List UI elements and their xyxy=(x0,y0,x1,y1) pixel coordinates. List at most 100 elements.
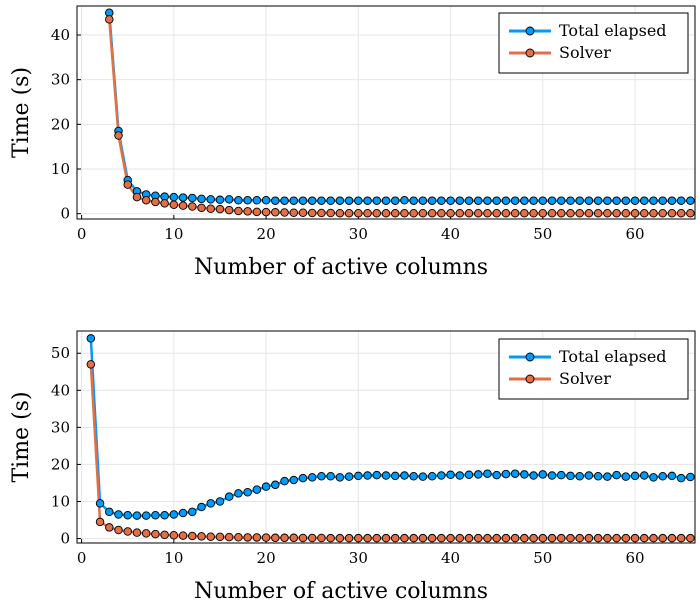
data-point-solver xyxy=(252,207,262,217)
data-point-solver xyxy=(390,208,400,218)
data-point-total-elapsed xyxy=(86,334,96,343)
data-point-solver xyxy=(132,528,142,537)
data-point-solver xyxy=(630,208,640,218)
data-point-solver xyxy=(234,206,243,216)
x-tick-label: 20 xyxy=(257,549,276,567)
data-point-solver xyxy=(409,208,418,218)
data-point-total-elapsed xyxy=(197,194,206,204)
data-point-total-elapsed xyxy=(640,471,649,480)
data-point-total-elapsed xyxy=(446,470,455,480)
x-tick-label: 50 xyxy=(533,225,552,243)
data-point-total-elapsed xyxy=(326,472,335,481)
data-point-solver xyxy=(354,208,363,218)
data-point-total-elapsed xyxy=(483,469,492,478)
plot-frame xyxy=(76,5,696,220)
data-point-solver xyxy=(105,15,114,24)
data-point-solver xyxy=(437,208,446,218)
x-tick-label: 0 xyxy=(77,549,87,567)
data-point-solver xyxy=(575,533,584,543)
data-point-solver xyxy=(547,208,557,218)
legend-box xyxy=(498,12,689,74)
legend-swatch-marker xyxy=(525,48,535,58)
data-point-total-elapsed xyxy=(243,487,252,497)
legend-swatch-marker xyxy=(525,374,535,384)
legend-swatch-marker xyxy=(525,26,535,36)
data-point-solver xyxy=(492,533,501,543)
data-point-solver xyxy=(529,533,538,543)
y-tick-label: 10 xyxy=(51,160,70,178)
data-point-solver xyxy=(178,531,188,540)
data-point-total-elapsed xyxy=(409,196,418,205)
data-point-total-elapsed xyxy=(437,196,446,205)
data-point-solver xyxy=(271,208,280,217)
data-point-total-elapsed xyxy=(603,196,612,205)
data-point-solver xyxy=(483,533,492,543)
y-tick-label: 40 xyxy=(51,381,70,399)
data-point-total-elapsed xyxy=(123,510,132,520)
y-tick-label: 0 xyxy=(60,530,70,548)
data-point-solver xyxy=(640,533,649,543)
data-point-solver xyxy=(501,208,511,218)
data-point-total-elapsed xyxy=(566,471,575,481)
series-area xyxy=(86,334,695,543)
data-point-solver xyxy=(658,208,667,218)
data-point-solver xyxy=(188,531,197,541)
data-point-total-elapsed xyxy=(307,196,317,205)
series-line-solver xyxy=(108,19,691,215)
data-point-total-elapsed xyxy=(538,470,548,479)
data-point-solver xyxy=(197,203,206,213)
data-point-total-elapsed xyxy=(667,471,677,481)
data-point-total-elapsed xyxy=(667,196,677,205)
data-point-total-elapsed xyxy=(335,473,345,482)
x-tick-label: 60 xyxy=(625,549,644,567)
data-point-solver xyxy=(105,523,114,532)
data-point-solver xyxy=(280,533,289,543)
data-point-total-elapsed xyxy=(261,482,271,491)
data-point-total-elapsed xyxy=(178,193,188,202)
data-point-solver xyxy=(621,533,631,543)
data-point-total-elapsed xyxy=(501,469,511,479)
data-point-solver xyxy=(418,533,428,543)
data-point-total-elapsed xyxy=(307,473,317,482)
data-point-total-elapsed xyxy=(298,473,308,483)
data-point-solver xyxy=(206,532,215,541)
data-point-solver xyxy=(381,533,391,543)
data-point-solver xyxy=(326,533,335,543)
data-point-solver xyxy=(566,208,575,218)
data-point-total-elapsed xyxy=(271,196,280,205)
data-point-total-elapsed xyxy=(520,196,529,205)
series-area xyxy=(105,8,695,218)
data-point-total-elapsed xyxy=(344,472,354,481)
data-point-total-elapsed xyxy=(686,196,695,205)
data-point-total-elapsed xyxy=(612,196,621,205)
data-point-total-elapsed xyxy=(538,196,548,205)
data-point-total-elapsed xyxy=(363,471,372,480)
series-line-total-elapsed xyxy=(108,12,691,202)
legend: Total elapsed Solver xyxy=(498,338,689,400)
data-point-total-elapsed xyxy=(372,470,382,480)
data-point-solver xyxy=(612,533,621,543)
data-point-solver xyxy=(593,208,603,218)
data-point-total-elapsed xyxy=(326,196,335,205)
data-point-total-elapsed xyxy=(649,196,658,205)
data-point-total-elapsed xyxy=(418,196,428,205)
data-point-solver xyxy=(197,532,206,541)
data-point-total-elapsed xyxy=(261,195,271,205)
data-point-total-elapsed xyxy=(215,497,225,506)
data-point-solver xyxy=(298,533,308,543)
data-point-solver xyxy=(188,202,197,211)
data-point-total-elapsed xyxy=(501,196,511,205)
data-point-solver xyxy=(317,533,326,543)
data-point-total-elapsed xyxy=(630,196,640,205)
x-tick-label: 30 xyxy=(349,225,368,243)
data-point-solver xyxy=(464,208,474,218)
data-point-solver xyxy=(141,195,151,205)
data-point-total-elapsed xyxy=(132,511,142,520)
data-point-total-elapsed xyxy=(566,196,575,205)
data-point-solver xyxy=(473,533,483,543)
data-point-solver xyxy=(114,525,123,535)
data-point-total-elapsed xyxy=(575,196,584,205)
data-point-total-elapsed xyxy=(520,470,529,479)
data-point-total-elapsed xyxy=(658,472,667,481)
data-point-total-elapsed xyxy=(547,471,557,480)
